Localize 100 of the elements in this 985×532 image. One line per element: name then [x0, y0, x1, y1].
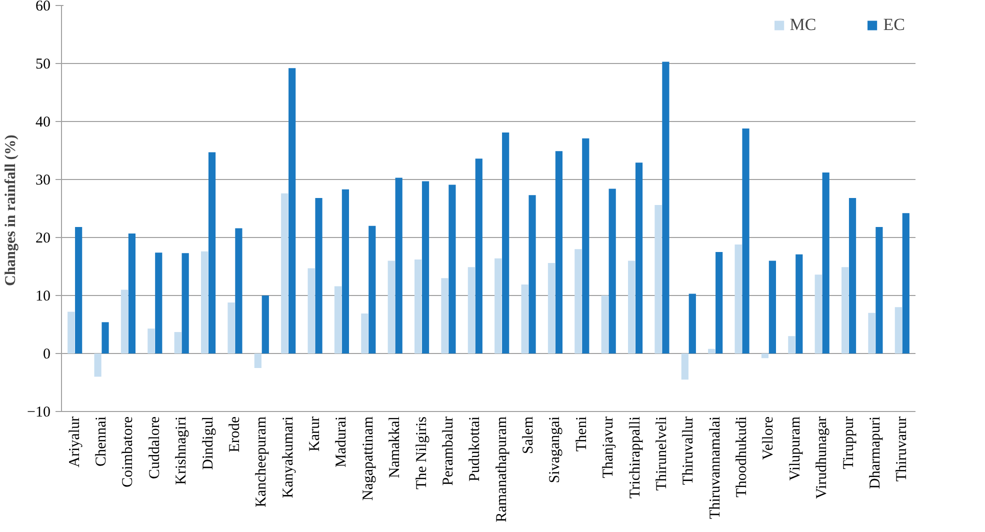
bar — [262, 296, 269, 354]
bar — [761, 354, 769, 358]
bar — [315, 198, 322, 354]
bar — [281, 193, 288, 354]
bar — [395, 178, 402, 354]
x-tick-label: Trichirappalli — [627, 416, 644, 498]
y-tick-label: 10 — [36, 288, 50, 304]
bar — [148, 328, 155, 354]
bar — [555, 151, 563, 354]
bar — [894, 307, 902, 354]
bar — [502, 132, 510, 354]
bar — [628, 260, 636, 354]
bar — [441, 278, 448, 354]
legend-label: MC — [790, 15, 816, 35]
x-tick-label: Ariyalur — [66, 416, 83, 468]
bar — [768, 260, 776, 354]
x-tick-label: Virudhunagar — [814, 416, 830, 499]
x-tick-label: Thirunelveli — [654, 416, 670, 491]
bar — [662, 62, 670, 354]
bar — [574, 249, 582, 354]
y-tick-label: 30 — [36, 172, 50, 188]
x-tick-label: Thoodhukudi — [734, 416, 750, 498]
y-tick-label: −10 — [27, 404, 51, 420]
x-tick-label: Nagapattinam — [360, 416, 376, 501]
x-tick-label: Thanjavur — [600, 416, 617, 478]
y-tick-label: 0 — [43, 346, 50, 362]
bar — [848, 198, 856, 354]
bar — [635, 162, 643, 354]
x-tick-label: The Nilgiris — [414, 416, 430, 490]
bar — [94, 354, 102, 377]
bar — [75, 227, 82, 354]
bar — [200, 251, 208, 354]
bar — [68, 312, 75, 354]
bar — [448, 184, 456, 354]
bar — [468, 267, 475, 354]
x-tick-label: Madurai — [334, 416, 350, 468]
bar — [475, 158, 482, 354]
bar — [688, 294, 696, 354]
x-tick-label: Kanyakumari — [280, 416, 296, 498]
bar — [361, 313, 368, 354]
bar — [120, 290, 128, 354]
x-tick-label: Pudukottai — [467, 416, 484, 482]
bar — [235, 228, 242, 354]
bar — [422, 181, 430, 354]
legend-label: EC — [883, 15, 905, 35]
x-tick-label: Karur — [307, 416, 324, 452]
bar — [128, 233, 136, 354]
bar — [654, 205, 662, 354]
bar — [528, 195, 536, 354]
bar — [254, 354, 262, 368]
bar — [342, 189, 350, 354]
bar — [548, 263, 556, 354]
bar — [841, 267, 849, 354]
x-tick-label: Theni — [574, 416, 590, 452]
y-tick-label: 40 — [36, 114, 50, 130]
x-tick-label: Chennai — [94, 416, 110, 466]
bar — [814, 274, 822, 354]
y-tick-label: 60 — [36, 0, 50, 14]
x-tick-label: Thiruvannamalai — [707, 416, 724, 519]
y-tick-label: 20 — [36, 230, 50, 246]
bar — [868, 312, 876, 354]
x-tick-label: Cuddalore — [146, 416, 163, 479]
x-tick-label: Thiruvarur — [894, 416, 910, 482]
x-tick-label: Krishnagiri — [174, 416, 190, 485]
bar — [521, 284, 528, 354]
x-tick-label: Ramanathapuram — [494, 416, 510, 522]
bar — [102, 322, 109, 354]
x-tick-label: Kancheepuram — [254, 416, 270, 508]
x-tick-label: Thiruvallur — [680, 416, 697, 485]
bar — [288, 68, 296, 354]
bar — [228, 302, 235, 354]
bar — [708, 348, 716, 354]
x-tick-label: Perambalur — [440, 416, 456, 486]
bar — [716, 252, 723, 354]
bar — [734, 244, 742, 354]
bar — [822, 172, 830, 354]
x-tick-label: Namakkal — [387, 416, 404, 478]
x-tick-label: Erode — [226, 416, 243, 452]
x-tick-label: Salem — [520, 416, 537, 454]
bar — [788, 336, 796, 354]
bar — [876, 227, 883, 354]
x-tick-label: Dindigul — [200, 416, 216, 470]
bar — [742, 128, 750, 354]
x-tick-label: Vellore — [760, 416, 777, 460]
x-tick-label: Tiruppur — [840, 416, 857, 470]
bar — [174, 332, 182, 354]
x-tick-label: Coimbatore — [120, 416, 136, 488]
bar — [414, 260, 422, 354]
y-axis-title: Changes in rainfall (%) — [3, 134, 20, 286]
bar — [582, 138, 590, 354]
bar — [308, 268, 315, 354]
x-tick-label: Dharmapuri — [867, 416, 884, 489]
bar — [388, 260, 395, 354]
x-tick-label: Vilupuram — [787, 416, 804, 481]
bar — [368, 226, 376, 354]
bar — [182, 253, 189, 354]
bar — [208, 152, 216, 354]
bar — [601, 296, 608, 354]
bar — [608, 188, 616, 354]
bar — [681, 354, 688, 380]
